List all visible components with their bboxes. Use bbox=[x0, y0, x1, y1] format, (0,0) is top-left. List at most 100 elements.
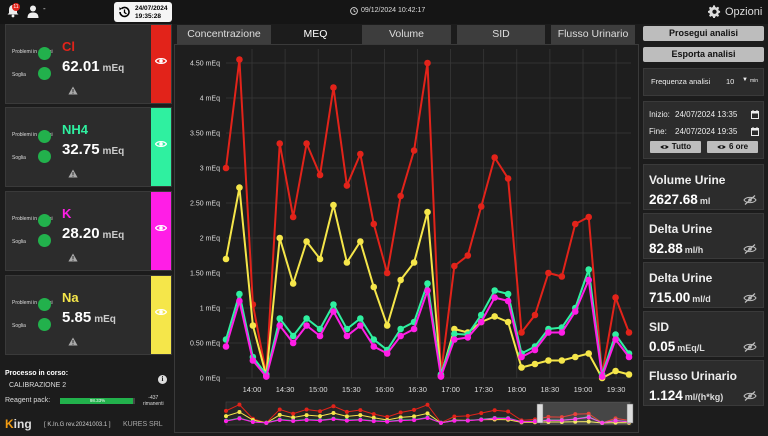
metric-box-delta-urine: Delta Urine 82.88 ml/h bbox=[643, 213, 764, 259]
navigator-point bbox=[237, 416, 242, 421]
ion-color-strip[interactable] bbox=[151, 276, 171, 354]
navigator-point bbox=[613, 418, 618, 423]
metric-unit: mEq/L bbox=[677, 343, 705, 353]
warning-icon[interactable] bbox=[68, 253, 78, 262]
history-date-button[interactable]: 24/07/2024 19:35:28 bbox=[114, 2, 172, 22]
metric-value: 2627.68 ml bbox=[649, 192, 710, 207]
eye-icon[interactable] bbox=[155, 57, 167, 65]
problems-label: Problemi in analisi bbox=[12, 49, 53, 55]
data-point bbox=[263, 373, 270, 380]
eye-off-icon[interactable] bbox=[743, 391, 757, 401]
data-point bbox=[249, 357, 257, 364]
tab-volume[interactable]: Volume bbox=[362, 25, 451, 44]
eye-off-icon[interactable] bbox=[743, 293, 757, 303]
six-hours-button[interactable]: 6 ore bbox=[707, 141, 758, 153]
warning-icon[interactable] bbox=[68, 337, 78, 346]
calendar-icon[interactable] bbox=[751, 110, 759, 119]
navigator-point bbox=[331, 404, 336, 409]
tab-sid[interactable]: SID bbox=[457, 25, 545, 44]
data-point bbox=[276, 140, 284, 147]
ion-name: K bbox=[62, 206, 72, 221]
data-point bbox=[330, 201, 337, 209]
data-point bbox=[222, 164, 230, 172]
navigator-point bbox=[398, 415, 403, 420]
navigator-point bbox=[479, 411, 484, 416]
logo-k: K bbox=[5, 417, 14, 431]
navigator-point bbox=[573, 417, 578, 422]
navigator-handle[interactable] bbox=[536, 403, 544, 424]
x-tick-label: 15:00 bbox=[309, 385, 328, 394]
ion-value-number: 5.85 bbox=[62, 309, 92, 326]
eye-icon[interactable] bbox=[155, 308, 167, 316]
warning-icon[interactable] bbox=[68, 169, 78, 178]
navigator-point bbox=[277, 417, 282, 422]
metric-value: 715.00 ml/d bbox=[649, 290, 711, 305]
navigator-handle[interactable] bbox=[626, 403, 634, 424]
data-point bbox=[491, 313, 498, 320]
notification-badge: 11 bbox=[12, 3, 20, 11]
data-point bbox=[451, 262, 458, 270]
start-datetime[interactable]: 24/07/2024 13:35 bbox=[675, 110, 738, 119]
gear-icon[interactable] bbox=[708, 5, 721, 18]
ion-color-strip[interactable] bbox=[151, 192, 171, 270]
chart-panel: 0 mEq 0.50 mEq 1 mEq 1.50 mEq 2 mEq 2.50 mEq 3… bbox=[174, 44, 639, 433]
data-point bbox=[437, 373, 445, 380]
navigator-point bbox=[224, 408, 228, 413]
ion-color-strip[interactable] bbox=[151, 25, 171, 103]
problems-status-dot bbox=[38, 214, 51, 227]
metric-title: Delta Urine bbox=[649, 222, 713, 236]
frequency-label: Frequenza analisi bbox=[651, 77, 711, 86]
navigator-selection bbox=[540, 402, 630, 425]
navigator-point bbox=[277, 412, 282, 417]
continue-analysis-button[interactable]: Prosegui analisi bbox=[643, 26, 764, 41]
meq-chart[interactable]: 0 mEq 0.50 mEq 1 mEq 1.50 mEq 2 mEq 2.50 mEq 3… bbox=[175, 45, 640, 434]
y-tick-label: 0.50 mEq bbox=[190, 341, 220, 348]
eye-off-icon[interactable] bbox=[743, 342, 757, 352]
data-point bbox=[424, 280, 431, 287]
calendar-icon[interactable] bbox=[751, 127, 759, 136]
y-tick-label: 4 mEq bbox=[200, 96, 220, 103]
eye-icon[interactable] bbox=[155, 224, 167, 232]
data-point bbox=[625, 371, 633, 378]
eye-off-icon[interactable] bbox=[743, 244, 757, 254]
navigator-point bbox=[532, 419, 537, 424]
export-analysis-button[interactable]: Esporta analisi bbox=[643, 47, 764, 62]
data-point bbox=[612, 294, 619, 301]
data-point bbox=[236, 56, 243, 63]
warning-icon[interactable] bbox=[68, 86, 78, 95]
navigator-point bbox=[506, 409, 511, 414]
x-tick-label: 15:30 bbox=[342, 385, 361, 394]
data-point bbox=[612, 367, 619, 375]
data-point bbox=[612, 331, 619, 338]
tab-meq[interactable]: MEQ bbox=[274, 25, 357, 44]
eye-icon[interactable] bbox=[155, 140, 167, 148]
data-point bbox=[330, 84, 337, 91]
frequency-select[interactable]: 10 bbox=[726, 77, 735, 86]
options-button[interactable]: Opzioni bbox=[725, 6, 763, 18]
show-all-label: Tutto bbox=[671, 142, 692, 151]
eye-off-icon[interactable] bbox=[743, 195, 757, 205]
data-point bbox=[343, 259, 351, 266]
tab-concentrazione[interactable]: Concentrazione bbox=[177, 25, 271, 44]
x-tick-label: 19:00 bbox=[574, 385, 593, 394]
chevron-down-icon[interactable]: ▼ bbox=[742, 77, 748, 83]
show-all-button[interactable]: Tutto bbox=[650, 141, 701, 153]
info-icon[interactable]: i bbox=[158, 375, 167, 384]
tab-flusso-urinario[interactable]: Flusso Urinario bbox=[551, 25, 635, 44]
end-datetime[interactable]: 24/07/2024 19:35 bbox=[675, 127, 738, 136]
navigator-point bbox=[331, 411, 336, 416]
metric-number: 715.00 bbox=[649, 290, 691, 305]
data-point bbox=[343, 325, 351, 333]
data-point bbox=[625, 329, 633, 336]
user-icon[interactable] bbox=[27, 5, 39, 18]
data-point bbox=[370, 283, 378, 291]
x-tick-label: 18:30 bbox=[541, 385, 560, 394]
reagent-remaining-label: rimanenti bbox=[143, 401, 164, 407]
navigator-point bbox=[371, 419, 376, 424]
navigator-point bbox=[264, 420, 269, 425]
ion-color-strip[interactable] bbox=[151, 108, 171, 186]
data-point bbox=[491, 287, 498, 294]
x-tick-label: 17:00 bbox=[441, 385, 460, 394]
threshold-label: Soglia bbox=[12, 155, 26, 161]
